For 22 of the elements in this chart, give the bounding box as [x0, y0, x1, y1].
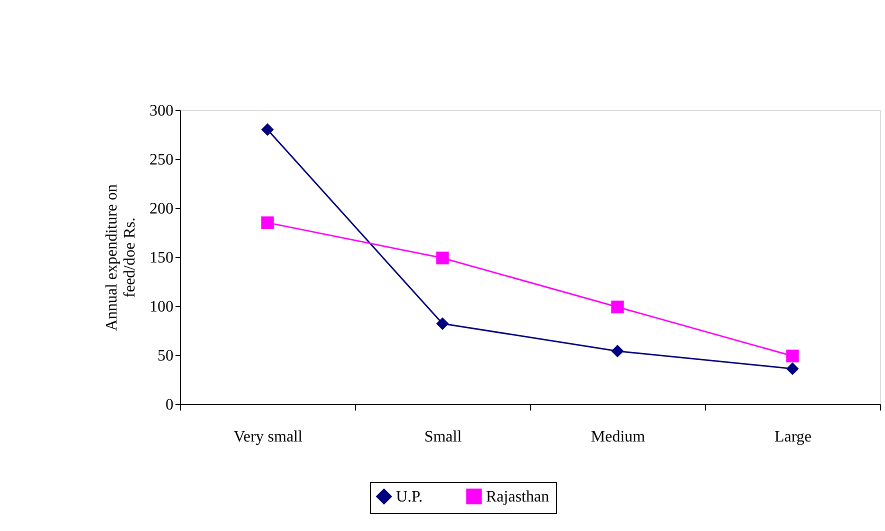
y-tick-label: 50	[158, 348, 174, 364]
point	[261, 216, 274, 230]
point	[786, 362, 799, 376]
point	[436, 317, 449, 330]
point	[436, 252, 449, 264]
point	[261, 123, 274, 136]
y-axis-title: Annual expenditure on feed/doe Rs.	[104, 184, 138, 331]
y-tick-label: 0	[166, 396, 174, 414]
legend-label: Rajasthan	[486, 488, 550, 506]
point	[611, 344, 624, 358]
point	[786, 350, 799, 362]
x-tick-label: Medium	[590, 428, 646, 446]
x-tick-label: Large	[774, 428, 812, 446]
x-tick-label: Very small	[234, 428, 303, 446]
x-tick-label: Small	[424, 428, 462, 446]
point	[611, 300, 624, 314]
y-tick-label: 250	[150, 152, 174, 168]
y-tick-label: 200	[150, 200, 174, 218]
legend-label: U.P.	[396, 488, 423, 506]
y-tick-label: 150	[150, 250, 174, 266]
y-tick-label: 300	[150, 102, 174, 120]
y-tick-label: 100	[150, 298, 174, 316]
